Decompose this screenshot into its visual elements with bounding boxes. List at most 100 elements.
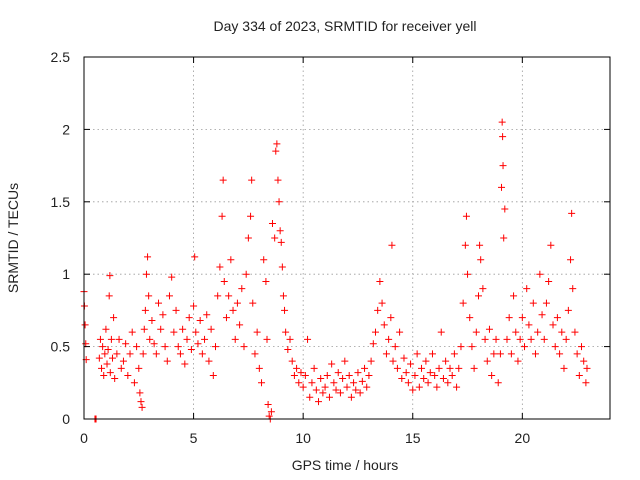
- data-point: [106, 272, 114, 280]
- data-point: [466, 314, 474, 322]
- y-axis-label: SRMTID / TECUs: [5, 183, 21, 293]
- data-point: [341, 357, 349, 365]
- data-point: [260, 256, 268, 264]
- data-point: [157, 325, 165, 333]
- data-point: [361, 364, 369, 372]
- data-point: [453, 383, 461, 391]
- data-point: [382, 350, 390, 358]
- data-point: [499, 133, 507, 141]
- data-point: [299, 383, 307, 391]
- data-point: [418, 364, 426, 372]
- data-point: [284, 345, 292, 353]
- data-point: [106, 369, 114, 377]
- data-point: [267, 408, 275, 416]
- grid-lines: [84, 57, 610, 419]
- data-point: [290, 372, 298, 380]
- data-point: [272, 147, 280, 155]
- data-point: [146, 335, 154, 343]
- data-point: [424, 379, 432, 387]
- data-point: [247, 212, 255, 220]
- data-point: [155, 299, 163, 307]
- data-point: [477, 256, 485, 264]
- data-point: [428, 350, 436, 358]
- data-point: [409, 386, 417, 394]
- data-point: [448, 372, 456, 380]
- data-point: [323, 372, 331, 380]
- data-point: [124, 372, 132, 380]
- x-tick-label: 10: [295, 430, 311, 446]
- data-point: [172, 306, 180, 314]
- data-point: [461, 241, 469, 249]
- plot-frame: [83, 56, 611, 420]
- data-point: [279, 292, 287, 300]
- data-point: [209, 372, 217, 380]
- data-point: [358, 377, 366, 385]
- data-point: [558, 328, 566, 336]
- data-point: [380, 321, 388, 329]
- data-point: [108, 354, 116, 362]
- data-point: [190, 302, 198, 310]
- data-point: [490, 350, 498, 358]
- data-point: [218, 212, 226, 220]
- data-point: [483, 357, 491, 365]
- data-point: [389, 357, 397, 365]
- data-point: [422, 357, 430, 365]
- data-point: [212, 343, 219, 351]
- data-point: [168, 273, 176, 281]
- data-point: [569, 285, 577, 293]
- data-point: [393, 364, 401, 372]
- data-point: [365, 372, 373, 380]
- data-point: [328, 360, 336, 368]
- data-point: [82, 340, 90, 348]
- x-tick-label: 0: [80, 430, 88, 446]
- data-point: [391, 343, 399, 351]
- data-point: [468, 343, 476, 351]
- data-point: [536, 270, 544, 278]
- data-point: [450, 350, 458, 358]
- data-point: [282, 328, 290, 336]
- data-point: [420, 374, 428, 382]
- data-point: [385, 335, 393, 343]
- data-point: [229, 306, 237, 314]
- data-point: [301, 372, 309, 380]
- data-point: [95, 354, 103, 362]
- data-point: [139, 350, 147, 358]
- data-point: [330, 379, 338, 387]
- y-tick-label: 0: [62, 411, 70, 427]
- data-point: [510, 292, 518, 300]
- data-point: [227, 256, 235, 264]
- data-point: [398, 374, 406, 382]
- data-point: [201, 335, 209, 343]
- data-point: [122, 340, 130, 348]
- data-point: [286, 335, 294, 343]
- data-point: [540, 335, 548, 343]
- data-point: [251, 350, 259, 358]
- data-point: [488, 372, 496, 380]
- data-point: [136, 389, 144, 397]
- data-point: [130, 379, 138, 387]
- data-point: [514, 357, 522, 365]
- x-tick-label: 5: [190, 430, 198, 446]
- data-point: [325, 393, 333, 401]
- data-point: [534, 328, 542, 336]
- data-point: [258, 379, 266, 387]
- y-tick-label: 1: [62, 266, 70, 282]
- data-point: [560, 364, 568, 372]
- data-point: [293, 364, 301, 372]
- data-point: [253, 328, 261, 336]
- data-point: [334, 369, 342, 377]
- data-point: [105, 292, 113, 300]
- data-point: [516, 335, 524, 343]
- data-point: [568, 209, 576, 217]
- data-point: [249, 299, 257, 307]
- data-point: [185, 314, 193, 322]
- data-point: [310, 364, 318, 372]
- data-point: [96, 335, 104, 343]
- data-point: [352, 386, 360, 394]
- y-tick-label: 2: [62, 121, 70, 137]
- data-point: [181, 360, 189, 368]
- data-point: [376, 277, 384, 285]
- data-point: [350, 379, 358, 387]
- data-point: [485, 325, 493, 333]
